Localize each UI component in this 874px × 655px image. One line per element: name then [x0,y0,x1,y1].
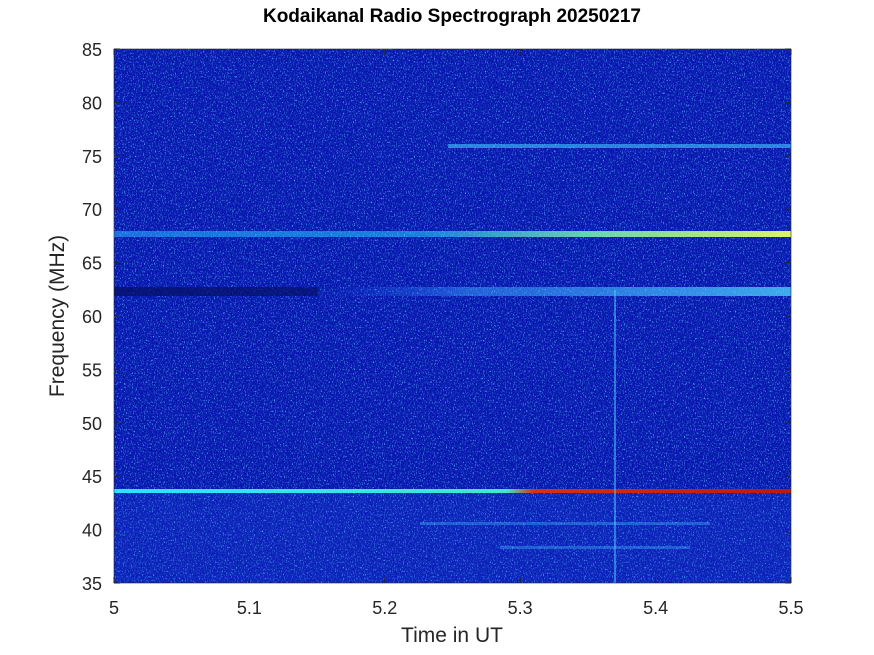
x-tick-label: 5.1 [237,598,262,618]
chart-title: Kodaikanal Radio Spectrograph 20250217 [263,6,641,27]
y-tick-label: 50 [82,414,102,434]
y-tick-label: 40 [82,521,102,541]
y-tick-label: 35 [82,574,102,594]
y-axis-label: Frequency (MHz) [46,235,69,397]
x-tick-label: 5.4 [643,598,668,618]
y-tick-label: 65 [82,254,102,274]
x-tick-label: 5.2 [372,598,397,618]
y-tick-label: 80 [82,93,102,113]
x-tick-label: 5.5 [778,598,803,618]
y-tick-label: 85 [82,40,102,60]
x-tick-label: 5.3 [508,598,533,618]
y-tick-label: 55 [82,360,102,380]
y-tick-label: 75 [82,147,102,167]
y-tick-label: 70 [82,200,102,220]
x-tick-label: 5 [109,598,119,618]
y-tick-label: 45 [82,467,102,487]
spectrogram [114,49,791,583]
x-axis-label: Time in UT [401,624,503,647]
y-tick-label: 60 [82,307,102,327]
